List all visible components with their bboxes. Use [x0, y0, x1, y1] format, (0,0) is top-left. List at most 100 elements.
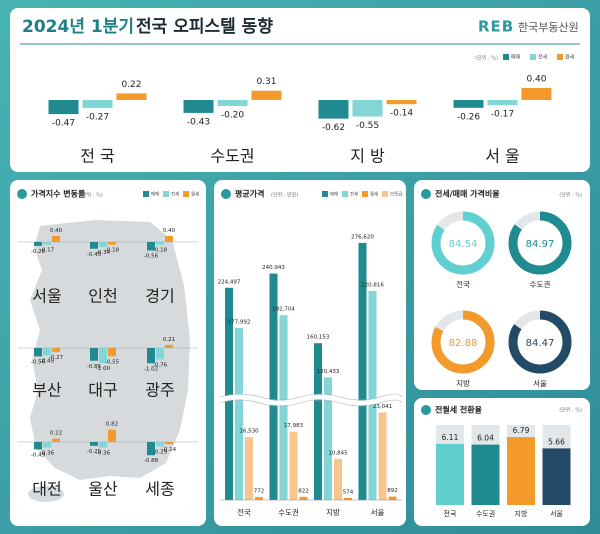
bar — [34, 348, 42, 357]
bar — [48, 100, 79, 115]
bar — [90, 242, 98, 249]
bar — [165, 344, 173, 348]
legend-swatch — [322, 191, 328, 197]
axis-break — [219, 394, 405, 406]
logo-mark: REB — [478, 18, 514, 36]
bar — [453, 100, 484, 108]
bar — [436, 443, 464, 505]
unit: (단위 : %) — [475, 55, 498, 62]
value-label: -0.14 — [390, 109, 414, 119]
value-label: -0.62 — [322, 123, 345, 133]
legend-swatch — [557, 54, 563, 60]
title-highlight: 2024년 1분기 — [22, 17, 134, 37]
legend-swatch — [503, 54, 509, 60]
bar — [521, 88, 552, 100]
price-panel — [214, 180, 406, 526]
bar — [344, 497, 352, 500]
axis-break-edge — [219, 393, 403, 401]
value-label: -0.14 — [162, 447, 177, 453]
donut-arc — [508, 310, 572, 374]
value-label: 220,816 — [361, 282, 384, 288]
value-label: -0.56 — [144, 253, 159, 259]
value-label: 822 — [298, 488, 309, 494]
value-label: 0.22 — [50, 431, 62, 437]
value-label: -0.17 — [40, 248, 55, 254]
title: 전국 오피스텔 동향 — [136, 16, 273, 37]
value-label: -0.55 — [356, 121, 379, 131]
bar — [108, 242, 116, 245]
bar — [358, 242, 367, 500]
bar — [245, 437, 253, 500]
bar — [52, 236, 60, 242]
bar — [165, 236, 173, 242]
value-label: -0.26 — [31, 249, 46, 255]
legend-label: 전세 — [350, 191, 358, 198]
value-label: 0.21 — [163, 337, 175, 343]
category-label: 지방 — [515, 509, 528, 518]
category-label: 지방 — [326, 507, 340, 517]
value-label: 6.79 — [513, 426, 530, 435]
value-label: 0.40 — [50, 228, 63, 234]
value-label: -1.02 — [144, 366, 158, 372]
value-label: -0.27 — [49, 355, 64, 361]
bar — [116, 93, 147, 100]
value-label: 5.66 — [548, 437, 565, 446]
category-label: 수도권 — [476, 510, 495, 518]
unit: (단위 : %) — [559, 192, 582, 199]
category-label: 서울 — [550, 509, 563, 518]
category-label: 전 국 — [80, 147, 115, 166]
value-label: 0.82 — [106, 422, 118, 428]
category-label: 서울 — [371, 508, 385, 517]
panel-title: 전월세 전환율 — [435, 405, 483, 415]
category-label: 수도권 — [210, 147, 254, 166]
value-label: -0.49 — [40, 358, 55, 364]
donut-value: 84.47 — [526, 338, 555, 349]
panel-headers: 가격지수 변동률 (단위 : %) 평균가격 (단위 : 만원) 전세/매매 가… — [17, 55, 582, 415]
panel-title: 평균가격 — [235, 189, 264, 199]
category-label: 부산 — [32, 381, 62, 400]
donut-arc — [508, 211, 572, 275]
legend-label: 보증금 — [390, 192, 402, 198]
icon — [421, 189, 431, 199]
bar — [269, 273, 278, 500]
bar — [156, 242, 164, 245]
bar — [108, 429, 116, 442]
value-label: 0.40 — [526, 75, 546, 85]
value-label: -0.55 — [105, 359, 120, 365]
category-label: 세종 — [145, 480, 174, 499]
bar — [289, 431, 298, 500]
top-panel — [10, 8, 590, 172]
value-label: 177,992 — [228, 319, 251, 325]
value-label: 160,153 — [307, 335, 330, 341]
value-label: 892 — [387, 488, 398, 494]
value-label: -0.29 — [153, 449, 168, 455]
legend-swatch — [342, 191, 348, 197]
value-label: 10,845 — [328, 450, 348, 456]
bar — [52, 348, 60, 353]
legend-label: 월세 — [370, 191, 378, 198]
donut-value: 84.54 — [449, 239, 478, 250]
bar — [471, 444, 500, 505]
bar — [90, 348, 98, 361]
jeju-map — [28, 486, 64, 502]
value-label: -0.26 — [457, 112, 481, 122]
unit: (단위 : %) — [80, 192, 103, 199]
bar — [352, 100, 383, 117]
axis-break-edge — [219, 399, 403, 407]
bar — [507, 437, 535, 505]
bar — [368, 290, 377, 500]
category-label: 지방 — [456, 378, 470, 388]
bar — [165, 442, 173, 445]
bar — [156, 348, 164, 360]
bar — [225, 287, 233, 500]
bar — [542, 448, 571, 505]
category-label: 울산 — [88, 480, 118, 499]
bar — [52, 438, 60, 442]
bar — [43, 442, 51, 448]
bar — [99, 348, 107, 363]
ratio-panel — [414, 180, 590, 390]
category-label: 전국 — [237, 507, 251, 517]
bar — [235, 327, 243, 500]
